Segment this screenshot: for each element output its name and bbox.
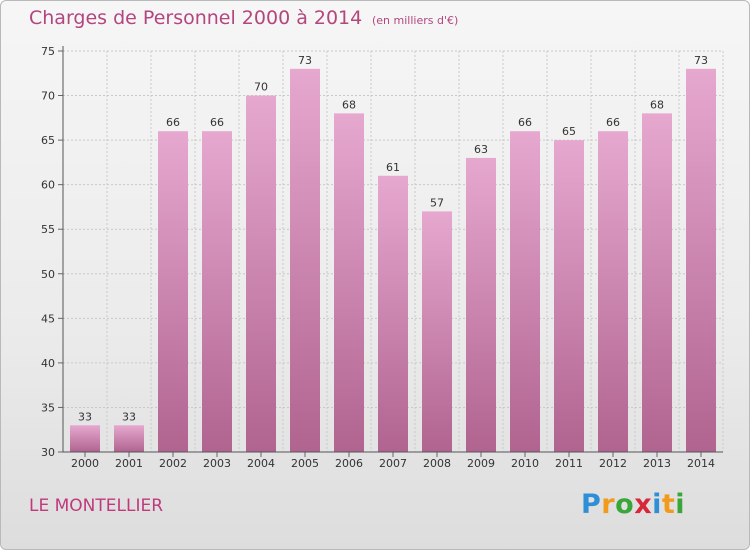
bar-value-label: 65 (562, 125, 576, 138)
proxiti-logo[interactable]: Proxiti (581, 489, 685, 520)
y-tick-label: 45 (41, 312, 55, 325)
x-tick-label: 2003 (203, 457, 231, 470)
y-tick-label: 40 (41, 357, 55, 370)
y-tick-label: 30 (41, 446, 55, 459)
bar (70, 425, 100, 452)
bar-value-label: 66 (166, 116, 180, 129)
bar-value-label: 73 (298, 54, 312, 67)
x-tick-label: 2002 (159, 457, 187, 470)
bar-value-label: 57 (430, 196, 444, 209)
bar-value-label: 66 (606, 116, 620, 129)
x-tick-label: 2011 (555, 457, 583, 470)
logo-letter: t (661, 489, 676, 520)
y-tick-label: 70 (41, 90, 55, 103)
x-tick-label: 2007 (379, 457, 407, 470)
bar (114, 425, 144, 452)
bar-value-label: 70 (254, 81, 268, 94)
x-tick-label: 2009 (467, 457, 495, 470)
bar (202, 131, 232, 452)
bar-value-label: 73 (694, 54, 708, 67)
y-tick-label: 60 (41, 179, 55, 192)
logo-letter: r (601, 489, 616, 520)
bar (642, 113, 672, 452)
x-tick-label: 2008 (423, 457, 451, 470)
logo-letter: i (652, 489, 662, 520)
bar (598, 131, 628, 452)
y-tick-label: 35 (41, 401, 55, 414)
bar (554, 140, 584, 452)
bar (246, 95, 276, 453)
x-tick-label: 2001 (115, 457, 143, 470)
bar (290, 68, 320, 453)
bar (158, 131, 188, 452)
bar-value-label: 33 (78, 410, 92, 423)
bar-value-label: 68 (342, 98, 356, 111)
x-tick-label: 2012 (599, 457, 627, 470)
x-tick-label: 2010 (511, 457, 539, 470)
x-tick-label: 2013 (643, 457, 671, 470)
bars: 33 33 66 66 70 73 68 61 57 63 66 65 66 68 73 (70, 54, 716, 453)
bar-value-label: 61 (386, 161, 400, 174)
bar-value-label: 66 (518, 116, 532, 129)
chart-subtitle: (en milliers d'€) (372, 14, 459, 27)
logo-letter: i (675, 489, 686, 520)
bar-value-label: 33 (122, 410, 136, 423)
y-tick-label: 75 (41, 45, 55, 58)
chart-title: Charges de Personnel 2000 à 2014 (29, 7, 363, 29)
bar (510, 131, 540, 452)
x-tick-label: 2006 (335, 457, 363, 470)
y-tick-label: 55 (41, 223, 55, 236)
bar (378, 175, 408, 452)
bar (422, 211, 452, 452)
bar (334, 113, 364, 452)
logo-letter: P (581, 489, 602, 520)
y-tick-label: 65 (41, 134, 55, 147)
logo-letter: x (634, 489, 653, 520)
x-tick-label: 2000 (71, 457, 99, 470)
y-tick-label: 50 (41, 268, 55, 281)
x-tick-label: 2004 (247, 457, 275, 470)
bar-value-label: 63 (474, 143, 488, 156)
bar (686, 68, 716, 453)
x-tick-label: 2014 (687, 457, 715, 470)
x-tick-label: 2005 (291, 457, 319, 470)
bar-value-label: 68 (650, 98, 664, 111)
commune-name: LE MONTELLIER (29, 496, 164, 516)
bar-value-label: 66 (210, 116, 224, 129)
axes: 30 35 40 45 50 55 60 65 70 75 2000 2001 2002 2003 2004… (41, 45, 723, 470)
logo-letter: o (615, 489, 635, 520)
bar (466, 157, 496, 452)
